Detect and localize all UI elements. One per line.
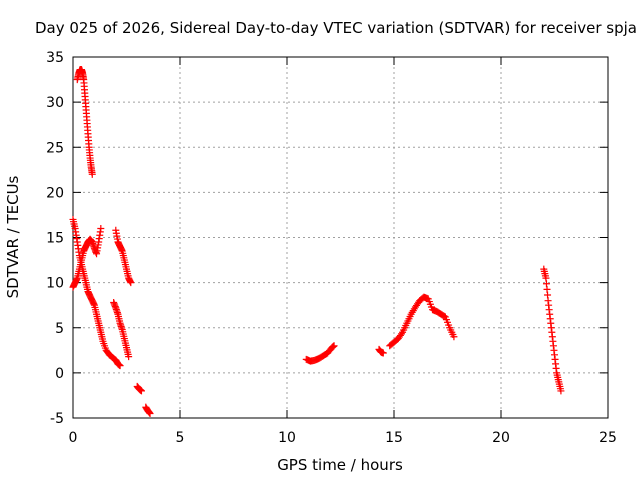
series-arc-6 bbox=[133, 382, 145, 395]
series-arc-4 bbox=[112, 226, 135, 287]
data-point bbox=[97, 224, 105, 232]
series-arc-8 bbox=[302, 342, 338, 365]
x-axis-label: GPS time / hours bbox=[277, 456, 403, 474]
y-tick-label: -5 bbox=[50, 411, 64, 427]
series-arc-9 bbox=[375, 345, 387, 357]
y-tick-label: 0 bbox=[55, 366, 64, 382]
y-tick-label: 10 bbox=[46, 276, 64, 292]
series-arc-3 bbox=[69, 224, 105, 291]
x-tick-label: 10 bbox=[278, 430, 296, 446]
data-point bbox=[146, 409, 154, 417]
data-point bbox=[137, 387, 145, 395]
series-arc-5 bbox=[110, 298, 133, 361]
y-tick-label: 5 bbox=[55, 321, 64, 337]
data-point bbox=[125, 353, 133, 361]
data-point bbox=[88, 170, 96, 178]
data-point bbox=[127, 279, 135, 287]
series-arc-1 bbox=[73, 66, 96, 178]
data-point bbox=[116, 362, 124, 370]
y-tick-label: 30 bbox=[46, 95, 64, 111]
series-arc-10 bbox=[386, 293, 458, 350]
data-point bbox=[557, 387, 565, 395]
ticks: 0 5 10 15 20 25 -5 0 5 10 15 20 25 30 35 bbox=[46, 50, 617, 446]
data-point bbox=[379, 349, 387, 357]
y-tick-label: 20 bbox=[46, 185, 64, 201]
x-tick-label: 5 bbox=[176, 430, 185, 446]
y-axis-label: SDTVAR / TECUs bbox=[4, 175, 22, 298]
series-arc-11 bbox=[540, 265, 565, 395]
grid bbox=[73, 57, 608, 418]
data-point bbox=[330, 342, 338, 350]
data-series bbox=[69, 66, 565, 417]
chart-title: Day 025 of 2026, Sidereal Day-to-day VTE… bbox=[35, 19, 637, 37]
data-point bbox=[397, 330, 405, 338]
data-point bbox=[450, 333, 458, 341]
y-tick-label: 25 bbox=[46, 140, 64, 156]
x-tick-label: 25 bbox=[599, 430, 617, 446]
x-tick-label: 15 bbox=[385, 430, 403, 446]
series-arc-7 bbox=[142, 403, 154, 417]
y-tick-label: 15 bbox=[46, 231, 64, 247]
x-tick-label: 20 bbox=[492, 430, 510, 446]
y-tick-label: 35 bbox=[46, 50, 64, 66]
x-tick-label: 0 bbox=[69, 430, 78, 446]
